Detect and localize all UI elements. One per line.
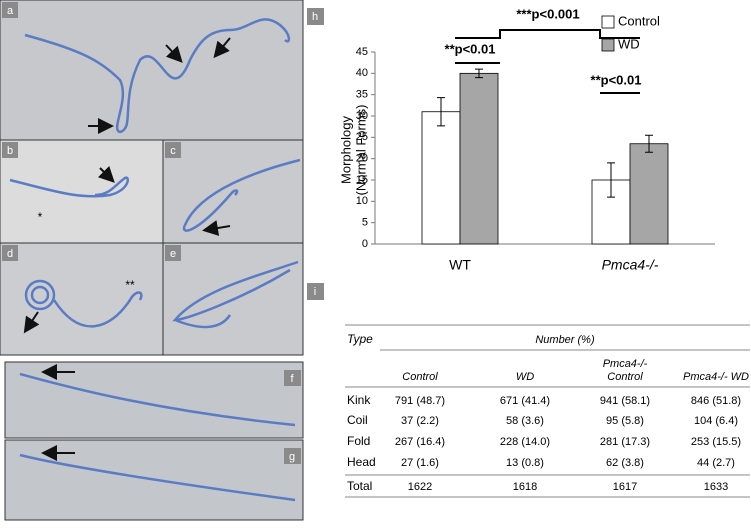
table-header: Type xyxy=(347,332,373,346)
table-cell: 846 (51.8) xyxy=(691,395,741,407)
table-cell: 62 (3.8) xyxy=(606,457,644,469)
row-label: Fold xyxy=(347,434,370,448)
table-cell: 1633 xyxy=(704,481,728,493)
error-bar xyxy=(645,134,653,153)
y-tick-label: 40 xyxy=(356,67,368,79)
error-bar xyxy=(437,97,445,127)
table-header: Number (%) xyxy=(535,334,595,346)
annotation: * xyxy=(38,210,43,224)
label-box xyxy=(165,142,181,158)
y-tick-label: 15 xyxy=(356,174,368,186)
error-bar xyxy=(475,68,483,79)
panel-label: g xyxy=(289,451,295,463)
table-cell: 228 (14.0) xyxy=(500,436,550,448)
table-cell: 44 (2.7) xyxy=(697,457,735,469)
y-tick-label: 45 xyxy=(356,46,368,58)
table-cell: 791 (48.7) xyxy=(395,395,445,407)
y-tick-label: 5 xyxy=(362,217,368,229)
annotation: **p<0.01 xyxy=(591,72,642,87)
legend-swatch xyxy=(601,38,615,52)
column-header: WD xyxy=(516,371,534,383)
bar xyxy=(421,111,461,245)
bar xyxy=(629,143,669,245)
column-header: Control xyxy=(402,371,438,383)
label-box xyxy=(165,245,181,261)
panel-f xyxy=(4,361,304,439)
label-box xyxy=(307,8,324,25)
label-box xyxy=(2,2,18,18)
panel-label: a xyxy=(7,5,14,17)
table-cell: 281 (17.3) xyxy=(600,436,650,448)
row-label: Kink xyxy=(347,393,371,407)
panel-b xyxy=(0,139,164,244)
micrographs: a b c d e f g * ** xyxy=(0,0,304,521)
row-label: Head xyxy=(347,455,376,469)
label-box xyxy=(307,283,324,300)
label-box xyxy=(2,142,18,158)
table-cell: 1617 xyxy=(613,481,637,493)
panel-d xyxy=(0,242,164,356)
bar xyxy=(459,72,499,245)
annotation: ***p<0.001 xyxy=(516,6,579,21)
y-axis-label: (Normal Forms) xyxy=(353,105,368,196)
table-cell: 13 (0.8) xyxy=(506,457,544,469)
table-cell: 671 (41.4) xyxy=(500,395,550,407)
label-box xyxy=(284,370,301,386)
table-cell: 941 (58.1) xyxy=(600,395,650,407)
x-tick-label: Pmca4-/- xyxy=(602,257,659,273)
panel-label: f xyxy=(290,373,294,385)
legend-label: WD xyxy=(618,36,640,51)
bracket xyxy=(455,29,640,39)
annotation: ** xyxy=(125,278,135,292)
panel-label: c xyxy=(170,145,176,157)
row-label: Total xyxy=(347,479,372,493)
label-box xyxy=(2,245,18,261)
panel-label: e xyxy=(170,248,176,260)
chart-label: h xyxy=(312,11,318,23)
y-tick-label: 25 xyxy=(356,131,368,143)
table-cell: 1622 xyxy=(408,481,432,493)
table-cell: 104 (6.4) xyxy=(694,415,738,427)
table-cell: 1618 xyxy=(513,481,537,493)
column-header: Pmca4-/- xyxy=(603,358,648,370)
column-header: Pmca4-/- WD xyxy=(683,371,749,383)
table-cell: 27 (1.6) xyxy=(401,457,439,469)
y-axis-label: Morphology xyxy=(338,116,353,184)
panel-label: d xyxy=(7,248,13,260)
column-header: Control xyxy=(607,371,643,383)
y-tick-label: 0 xyxy=(362,238,368,250)
table-cell: 58 (3.6) xyxy=(506,415,544,427)
error-bar xyxy=(607,162,615,198)
x-tick-label: WT xyxy=(449,257,471,273)
annotation: **p<0.01 xyxy=(445,41,496,56)
y-tick-label: 10 xyxy=(356,195,368,207)
table-cell: 95 (5.8) xyxy=(606,415,644,427)
table-cell: 253 (15.5) xyxy=(691,436,741,448)
panel-label: b xyxy=(7,145,13,157)
y-tick-label: 35 xyxy=(356,89,368,101)
legend-label: Control xyxy=(618,13,660,28)
y-tick-label: 20 xyxy=(356,153,368,165)
table-cell: 267 (16.4) xyxy=(395,436,445,448)
label-box xyxy=(284,448,301,464)
y-tick-label: 30 xyxy=(356,110,368,122)
legend-swatch xyxy=(601,15,615,29)
table-label: i xyxy=(314,286,316,298)
row-label: Coil xyxy=(347,413,368,427)
table-cell: 37 (2.2) xyxy=(401,415,439,427)
